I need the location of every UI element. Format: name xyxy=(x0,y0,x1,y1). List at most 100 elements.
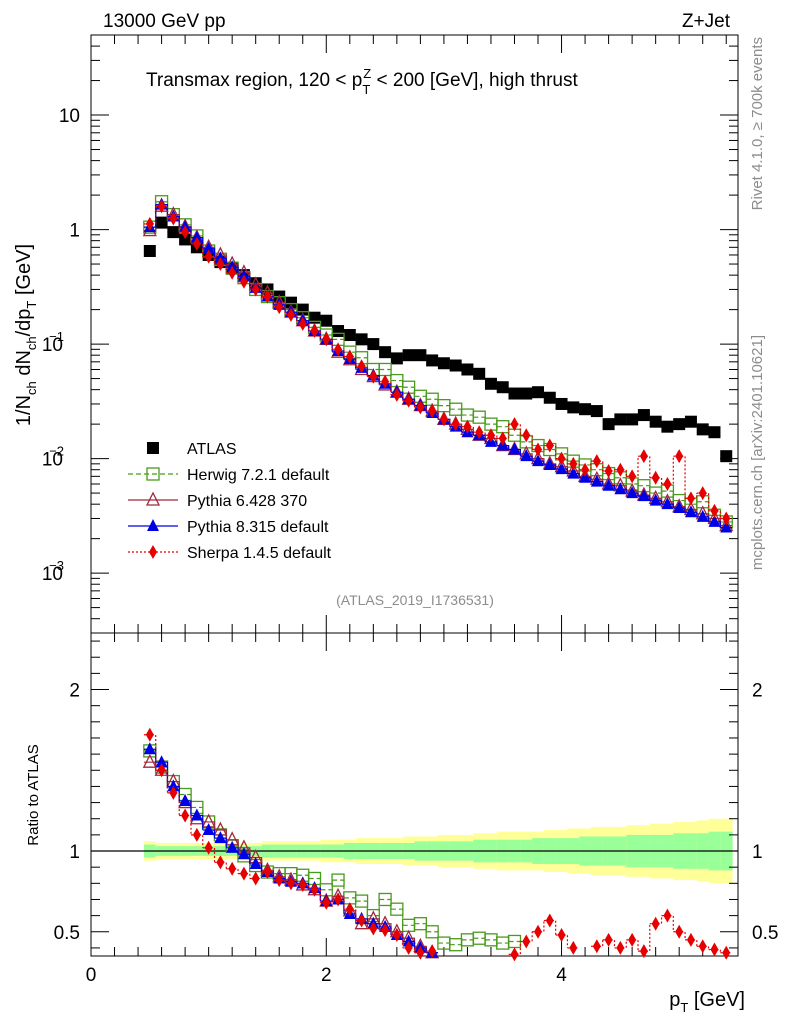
data-point xyxy=(439,412,448,427)
data-point xyxy=(157,199,166,214)
series-atlas xyxy=(143,216,733,463)
data-point xyxy=(475,425,484,440)
data-point xyxy=(404,393,413,408)
data-point xyxy=(663,908,672,923)
data-point xyxy=(675,924,684,939)
ratio-y-tick-label-right: 2 xyxy=(752,681,763,702)
data-point xyxy=(673,418,686,431)
ratio-y-tick-label-right: 0.5 xyxy=(752,923,778,944)
main-y-tick-label: 10 xyxy=(59,106,80,127)
data-point xyxy=(626,413,639,426)
data-point xyxy=(484,377,497,390)
data-point xyxy=(592,454,601,469)
data-point xyxy=(192,236,201,251)
data-point xyxy=(569,456,578,471)
x-tick-label: 4 xyxy=(556,965,567,986)
data-point xyxy=(369,369,378,384)
data-point xyxy=(320,314,333,327)
data-point xyxy=(331,873,345,887)
ratio-y-tick-label: 0.5 xyxy=(54,923,80,944)
data-point xyxy=(698,486,707,501)
data-point xyxy=(251,871,260,886)
data-point xyxy=(510,947,519,962)
data-point xyxy=(604,932,613,947)
data-point xyxy=(308,311,321,324)
data-point xyxy=(392,387,401,402)
data-point xyxy=(696,509,709,522)
main-y-tick-label: 10−1 xyxy=(42,329,64,356)
data-point xyxy=(473,367,486,380)
data-point xyxy=(390,352,403,365)
ratio-axis-ticks: 0.5 0.5 1 1 2 2 0 2 4 xyxy=(54,633,778,986)
data-point xyxy=(286,307,295,322)
data-point xyxy=(651,916,660,931)
data-point xyxy=(190,230,203,243)
data-point xyxy=(390,902,404,916)
data-point xyxy=(520,449,533,462)
data-point xyxy=(508,442,521,455)
data-point xyxy=(520,387,533,400)
data-point xyxy=(486,428,495,443)
mcplots-label: mcplots.cern.ch [arXiv:2401.10621] xyxy=(749,335,766,570)
data-point xyxy=(367,338,380,351)
data-point xyxy=(637,489,650,502)
data-point xyxy=(522,934,531,949)
data-point xyxy=(720,450,733,463)
data-point xyxy=(557,451,566,466)
data-point xyxy=(228,861,237,876)
data-point xyxy=(649,493,662,506)
data-point xyxy=(534,924,543,939)
data-point xyxy=(569,940,578,955)
analysis-label: (ATLAS_2019_I1736531) xyxy=(336,592,494,608)
ratio-data-series xyxy=(142,727,733,962)
data-point xyxy=(698,939,707,954)
data-point xyxy=(155,755,168,768)
legend-label: Sherpa 1.4.5 default xyxy=(187,545,332,562)
legend: ATLAS Herwig 7.2.1 default Pythia 6.428 37… xyxy=(128,441,332,562)
data-point xyxy=(355,333,368,346)
data-point xyxy=(357,359,366,374)
ratio-y-axis-label: Ratio to ATLAS xyxy=(25,744,42,845)
data-point xyxy=(602,478,615,491)
data-point xyxy=(354,894,369,908)
data-point xyxy=(686,932,695,947)
data-point xyxy=(239,866,248,881)
data-point xyxy=(555,397,568,410)
data-point xyxy=(425,925,439,939)
data-point xyxy=(463,419,472,434)
ratio-y-tick-label-right: 1 xyxy=(752,842,763,863)
legend-label: Herwig 7.2.1 default xyxy=(187,467,330,484)
data-point xyxy=(614,482,627,495)
data-point xyxy=(522,428,531,443)
legend-marker xyxy=(147,442,159,454)
data-point xyxy=(332,325,345,338)
data-point xyxy=(345,902,354,917)
data-point xyxy=(557,928,566,943)
data-point xyxy=(673,501,686,514)
data-point xyxy=(378,892,392,907)
data-point xyxy=(181,808,190,823)
data-point xyxy=(686,491,695,506)
data-point xyxy=(604,463,613,478)
data-point xyxy=(616,462,625,477)
data-point xyxy=(720,520,733,533)
x-tick-label: 2 xyxy=(321,965,332,986)
data-point xyxy=(275,300,284,315)
data-point xyxy=(202,241,215,254)
rivet-version-label: Rivet 4.1.0, ≥ 700k events xyxy=(749,37,766,210)
main-axis-ticks: 10 1 10−1 10−2 10−3 xyxy=(42,34,738,634)
data-point xyxy=(710,503,719,518)
legend-entry-pythia-8-315-default: Pythia 8.315 default xyxy=(128,519,329,536)
data-point xyxy=(684,505,697,518)
main-y-tick-label: 1 xyxy=(69,221,80,242)
data-point xyxy=(239,274,248,289)
data-point xyxy=(413,917,428,931)
data-point xyxy=(402,349,415,362)
data-point xyxy=(616,940,625,955)
data-point xyxy=(637,409,650,422)
data-point xyxy=(334,342,343,357)
series-sherpa-1-4-5-default xyxy=(143,727,733,962)
data-point xyxy=(426,354,439,367)
main-y-tick-label: 10−3 xyxy=(42,558,64,585)
data-point xyxy=(651,470,660,485)
